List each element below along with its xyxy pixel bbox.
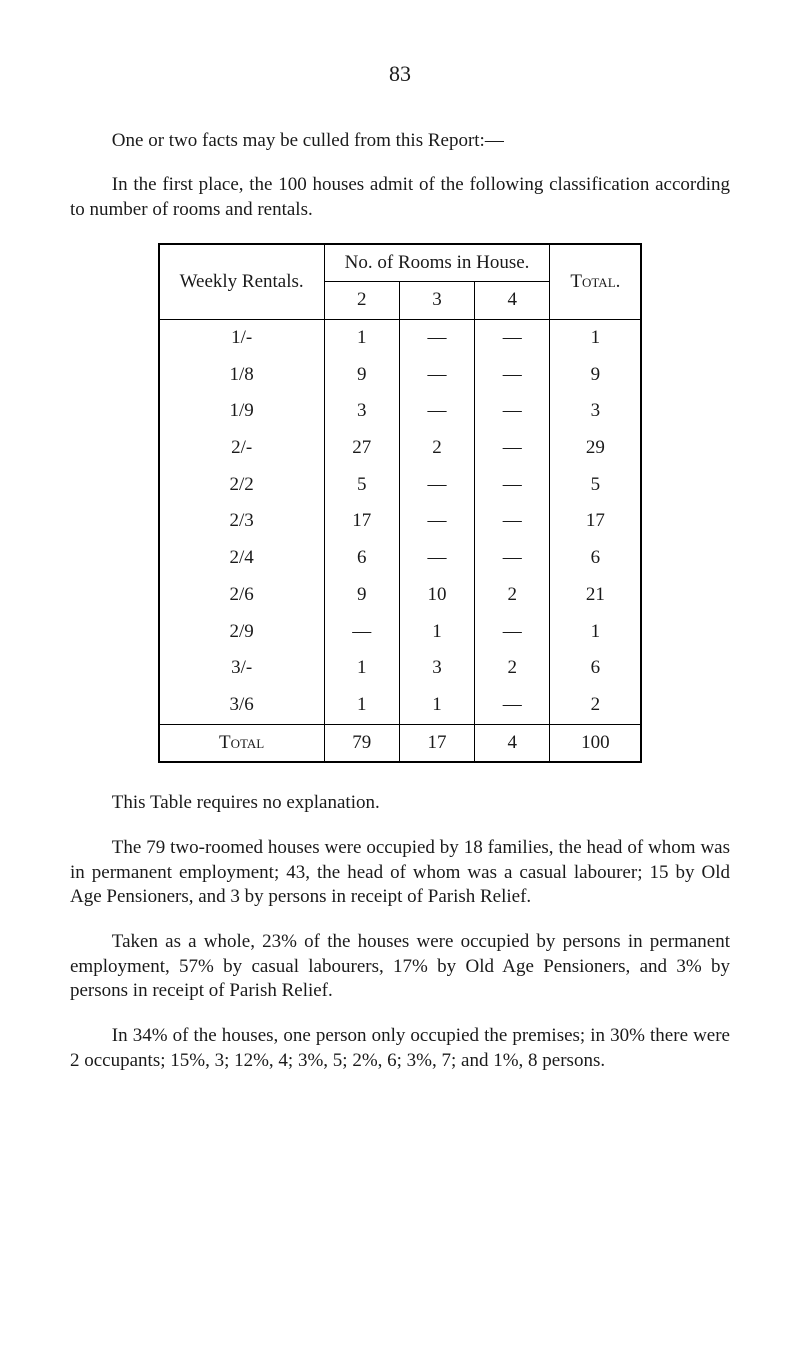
total-c2: 79 [324,724,399,762]
row-c4: — [475,393,550,430]
paragraph-5: Taken as a whole, 23% of the houses were… [70,930,730,1004]
row-c3: — [399,357,474,394]
paragraph-3: This Table requires no explanation. [70,791,730,816]
col-header-total: Total. [550,244,641,320]
subhead-2: 2 [324,282,399,320]
row-label: 1/8 [159,357,325,394]
row-c4: 2 [475,577,550,614]
row-c3: 1 [399,687,474,724]
row-c2: 17 [324,503,399,540]
row-total: 29 [550,430,641,467]
row-c4: 2 [475,650,550,687]
page: 83 One or two facts may be culled from t… [0,0,800,1372]
row-c4: — [475,357,550,394]
row-c4: — [475,320,550,357]
row-total: 17 [550,503,641,540]
row-c3: 1 [399,614,474,651]
row-label: 2/4 [159,540,325,577]
row-c4: — [475,430,550,467]
row-total: 1 [550,320,641,357]
col-header-rooms: No. of Rooms in House. [324,244,550,282]
row-label: 2/- [159,430,325,467]
row-c3: — [399,393,474,430]
row-c2: 6 [324,540,399,577]
row-c4: — [475,614,550,651]
row-total: 5 [550,467,641,504]
row-total: 6 [550,650,641,687]
row-total: 6 [550,540,641,577]
page-number: 83 [70,60,730,89]
row-c4: — [475,540,550,577]
subhead-4: 4 [475,282,550,320]
row-c3: — [399,467,474,504]
row-total: 3 [550,393,641,430]
paragraph-6: In 34% of the houses, one person only oc… [70,1024,730,1073]
total-label: Total [159,724,325,762]
row-c2: 9 [324,577,399,614]
subhead-3: 3 [399,282,474,320]
row-c4: — [475,503,550,540]
row-label: 2/6 [159,577,325,614]
row-total: 2 [550,687,641,724]
row-label: 2/3 [159,503,325,540]
row-label: 2/2 [159,467,325,504]
row-c2: 1 [324,650,399,687]
row-c3: — [399,503,474,540]
row-c2: — [324,614,399,651]
row-c3: 2 [399,430,474,467]
row-label: 3/6 [159,687,325,724]
row-label: 1/- [159,320,325,357]
row-c3: — [399,320,474,357]
col-header-weekly-rentals: Weekly Rentals. [159,244,325,320]
row-label: 2/9 [159,614,325,651]
total-c3: 17 [399,724,474,762]
paragraph-2: In the first place, the 100 houses admit… [70,173,730,222]
total-total: 100 [550,724,641,762]
row-total: 21 [550,577,641,614]
paragraph-1: One or two facts may be culled from this… [70,129,730,154]
classification-table: Weekly Rentals. No. of Rooms in House. T… [158,243,643,764]
row-c2: 1 [324,320,399,357]
total-c4: 4 [475,724,550,762]
row-c2: 1 [324,687,399,724]
row-c2: 27 [324,430,399,467]
row-c4: — [475,467,550,504]
row-total: 1 [550,614,641,651]
row-c2: 5 [324,467,399,504]
row-c2: 3 [324,393,399,430]
row-c3: — [399,540,474,577]
row-c3: 3 [399,650,474,687]
row-c3: 10 [399,577,474,614]
row-label: 1/9 [159,393,325,430]
paragraph-4: The 79 two-roomed houses were occupied b… [70,836,730,910]
row-total: 9 [550,357,641,394]
row-c2: 9 [324,357,399,394]
row-c4: — [475,687,550,724]
row-label: 3/- [159,650,325,687]
